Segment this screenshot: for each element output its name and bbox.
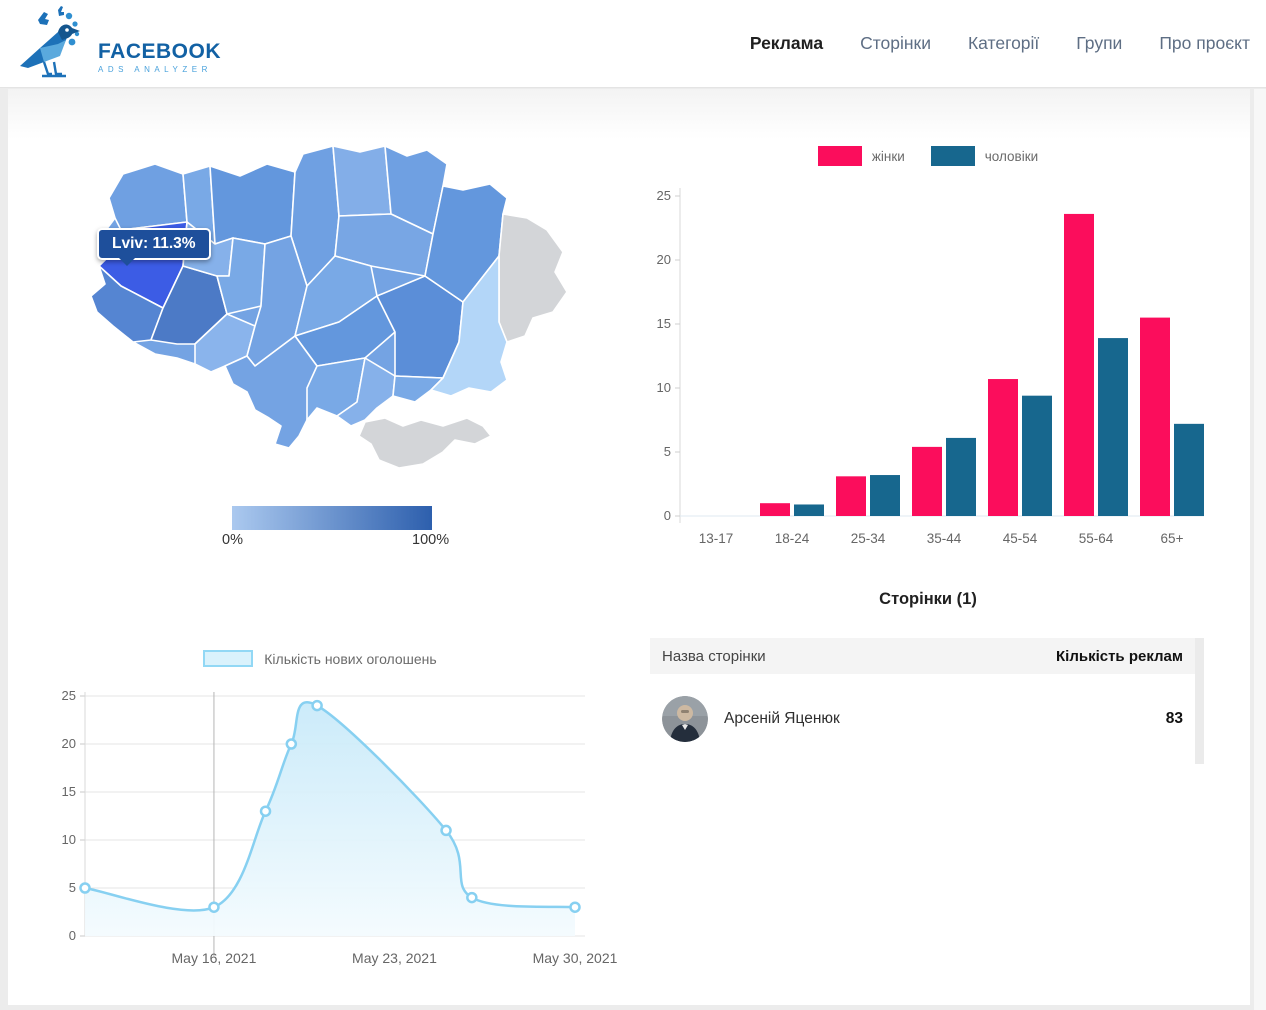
men-label: чоловіки <box>984 148 1039 164</box>
svg-text:10: 10 <box>657 380 671 395</box>
svg-text:25: 25 <box>657 188 671 203</box>
svg-text:45-54: 45-54 <box>1003 531 1038 546</box>
svg-text:15: 15 <box>657 316 671 331</box>
svg-text:15: 15 <box>62 784 76 799</box>
women-label: жінки <box>871 148 905 164</box>
pages-table-header: Назва сторінки Кількість реклам <box>650 638 1195 674</box>
page-name: Арсеній Яценюк <box>724 710 840 727</box>
ukraine-choropleth-map[interactable] <box>55 126 585 511</box>
logo-subtitle: ADS ANALYZER <box>98 64 212 74</box>
svg-text:20: 20 <box>62 736 76 751</box>
svg-text:May 23, 2021: May 23, 2021 <box>352 950 437 966</box>
page-right-gutter <box>1254 89 1266 1010</box>
avatar <box>662 696 708 742</box>
svg-text:May 16, 2021: May 16, 2021 <box>172 950 257 966</box>
svg-text:10: 10 <box>62 832 76 847</box>
timeline-legend[interactable]: Кількість нових оголошень <box>55 650 585 667</box>
timeline-swatch <box>203 650 254 667</box>
nav-item-ads[interactable]: Реклама <box>749 33 824 53</box>
svg-text:65+: 65+ <box>1161 531 1184 546</box>
map-legend-min: 0% <box>222 532 243 548</box>
nav-item-pages[interactable]: Сторінки <box>860 33 931 53</box>
svg-text:25: 25 <box>62 688 76 703</box>
nav-item-about[interactable]: Про проєкт <box>1159 33 1250 53</box>
bird-logo-icon <box>20 5 80 77</box>
svg-text:20: 20 <box>657 252 671 267</box>
column-page-name: Назва сторінки <box>662 647 766 665</box>
logo-text: FACEBOOK ADS ANALYZER <box>98 41 221 74</box>
map-tooltip: Lviv: 11.3% <box>97 228 211 266</box>
app-logo[interactable]: FACEBOOK ADS ANALYZER <box>14 4 221 84</box>
content-card: Lviv: 11.3% 0% 100% жінки чоловіки 0 5 10 1… <box>8 89 1250 1005</box>
map-region-crimea[interactable] <box>358 417 492 469</box>
women-swatch <box>817 146 862 166</box>
svg-text:13-17: 13-17 <box>699 531 734 546</box>
legend-item-men[interactable]: чоловіки <box>930 146 1039 166</box>
svg-text:May 30, 2021: May 30, 2021 <box>533 950 618 966</box>
column-ads-count: Кількість реклам <box>1056 647 1183 665</box>
pages-table: Назва сторінки Кількість реклам Арс <box>650 638 1195 764</box>
svg-text:55-64: 55-64 <box>1079 531 1114 546</box>
ads-count: 83 <box>1165 710 1183 727</box>
svg-text:5: 5 <box>69 880 76 895</box>
table-scrollbar[interactable] <box>1195 638 1204 764</box>
map-region-donetsk[interactable] <box>430 255 508 397</box>
svg-text:0: 0 <box>664 508 671 523</box>
timeline-legend-label: Кількість нових оголошень <box>264 650 437 667</box>
legend-item-women[interactable]: жінки <box>817 146 905 166</box>
svg-text:25-34: 25-34 <box>851 531 886 546</box>
map-gradient-legend <box>232 506 432 530</box>
map-legend-max: 100% <box>412 532 450 548</box>
svg-text:18-24: 18-24 <box>775 531 810 546</box>
svg-text:35-44: 35-44 <box>927 531 962 546</box>
app-header: FACEBOOK ADS ANALYZER Реклама Сторінки К… <box>0 0 1266 88</box>
pages-heading: Сторінки (1) <box>879 590 977 608</box>
new-ads-timeline-chart[interactable]: 0 5 10 15 20 25 May 16, 2021 May 23, 2021 May 30… <box>40 686 620 976</box>
table-row[interactable]: Арсеній Яценюк 83 <box>650 674 1195 764</box>
nav-item-categories[interactable]: Категорії <box>967 33 1040 53</box>
bar-chart-legend: жінки чоловіки <box>650 146 1206 166</box>
men-swatch <box>930 146 975 166</box>
svg-text:0: 0 <box>69 928 76 943</box>
nav-item-groups[interactable]: Групи <box>1076 33 1123 53</box>
logo-title: FACEBOOK <box>98 39 222 63</box>
svg-text:5: 5 <box>664 444 671 459</box>
demographics-bar-chart[interactable]: 0 5 10 15 20 25 13-17 18-24 25-34 35-44 45-54 55-64… <box>638 184 1218 564</box>
main-nav: Реклама Сторінки Категорії Групи Про про… <box>750 33 1250 54</box>
map-region-luhansk[interactable] <box>498 213 568 343</box>
